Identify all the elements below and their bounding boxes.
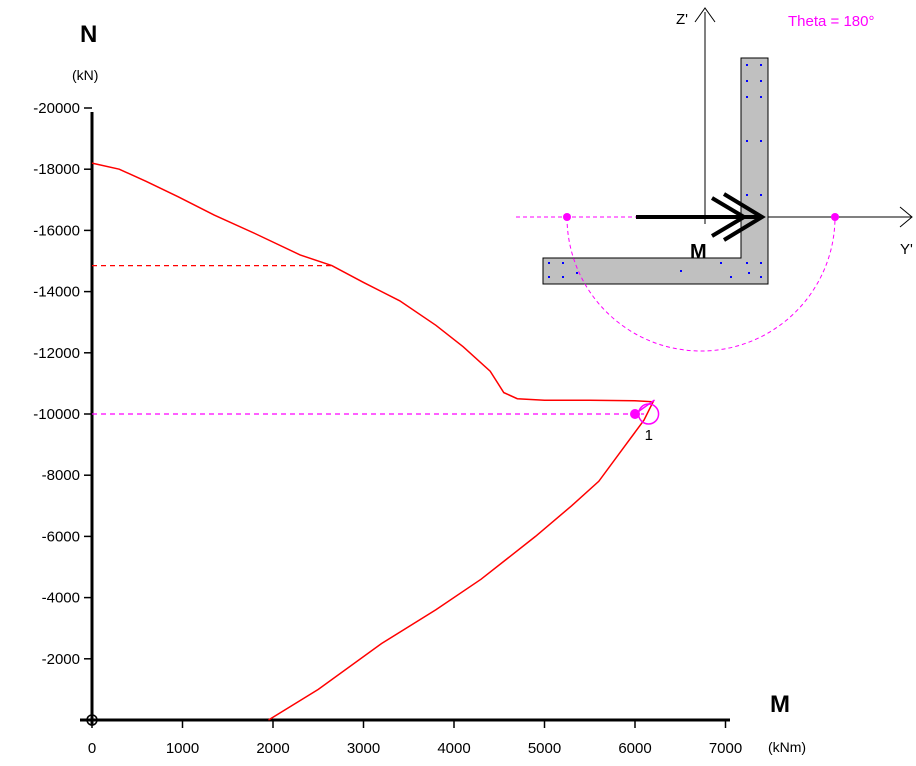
rebar xyxy=(720,262,722,264)
rebar xyxy=(760,194,762,196)
y-tick-label: -20000 xyxy=(33,100,80,117)
y-ticks: -20000 -18000 -16000 -14000 -12000 -10000 -800… xyxy=(33,100,92,668)
rebar xyxy=(746,80,748,82)
moment-arrow-head-inner xyxy=(710,196,748,238)
section-inset: Theta = 180° Z' Y' xyxy=(516,7,913,352)
rebar xyxy=(748,272,750,274)
y-axis-title: N xyxy=(80,21,97,48)
neutral-axis-dot-left xyxy=(563,213,571,221)
y-prime-axis-label: Y' xyxy=(900,241,913,258)
x-tick-label: 1000 xyxy=(166,740,199,757)
guide-lines xyxy=(92,264,645,415)
x-tick-label: 5000 xyxy=(528,740,561,757)
x-axis-unit: (kNm) xyxy=(768,739,806,755)
y-tick-label: -8000 xyxy=(42,467,80,484)
rebar xyxy=(562,262,564,264)
y-tick-label: -4000 xyxy=(42,590,80,607)
design-point-ray xyxy=(634,399,656,415)
y-tick-label: -12000 xyxy=(33,345,80,362)
x-tick-label: 2000 xyxy=(256,740,289,757)
neutral-axis-dot-right xyxy=(831,213,839,221)
x-ticks: 0 1000 2000 3000 4000 5000 6000 7000 xyxy=(88,720,742,757)
y-prime-axis-arrowhead xyxy=(899,206,913,228)
rebar xyxy=(760,96,762,98)
rebar xyxy=(746,140,748,142)
x-axis-title: M xyxy=(770,691,790,718)
series-group xyxy=(91,162,655,721)
y-tick-label: -14000 xyxy=(33,284,80,301)
rebar xyxy=(562,276,564,278)
moment-label: M xyxy=(690,241,707,263)
l-section-shape xyxy=(542,57,769,285)
y-tick-label: -10000 xyxy=(33,406,80,423)
rebar xyxy=(760,276,762,278)
rebar xyxy=(760,262,762,264)
rebar xyxy=(746,194,748,196)
rebar xyxy=(746,64,748,66)
rebar xyxy=(760,140,762,142)
rebar xyxy=(746,96,748,98)
x-tick-label: 6000 xyxy=(618,740,651,757)
interaction-curve xyxy=(91,162,655,721)
design-point-label: 1 xyxy=(645,427,653,444)
x-tick-label: 4000 xyxy=(437,740,470,757)
y-tick-label: -16000 xyxy=(33,222,80,239)
rebar xyxy=(730,276,732,278)
moment-arrow-head xyxy=(722,192,766,242)
rebar-dots xyxy=(548,64,762,278)
rebar xyxy=(746,262,748,264)
theta-label: Theta = 180° xyxy=(788,13,874,30)
x-tick-label: 0 xyxy=(88,740,96,757)
axes xyxy=(80,112,730,726)
y-tick-label: -18000 xyxy=(33,161,80,178)
neutral-axis-arc xyxy=(566,216,836,352)
rebar xyxy=(760,64,762,66)
z-axis-label: Z' xyxy=(676,11,688,28)
rebar xyxy=(548,262,550,264)
z-axis-arrowhead xyxy=(694,7,716,23)
rebar xyxy=(680,270,682,272)
rebar xyxy=(548,276,550,278)
x-tick-label: 7000 xyxy=(709,740,742,757)
rebar xyxy=(576,272,578,274)
y-axis-unit: (kN) xyxy=(72,67,98,83)
y-tick-label: -6000 xyxy=(42,528,80,545)
design-point-group: 1 xyxy=(630,399,660,444)
rebar xyxy=(760,80,762,82)
x-tick-label: 3000 xyxy=(347,740,380,757)
y-tick-label: -2000 xyxy=(42,651,80,668)
